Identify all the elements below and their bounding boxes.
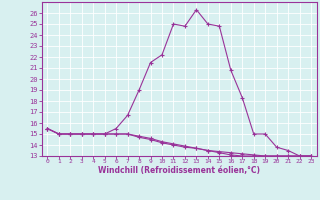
X-axis label: Windchill (Refroidissement éolien,°C): Windchill (Refroidissement éolien,°C) xyxy=(98,166,260,175)
